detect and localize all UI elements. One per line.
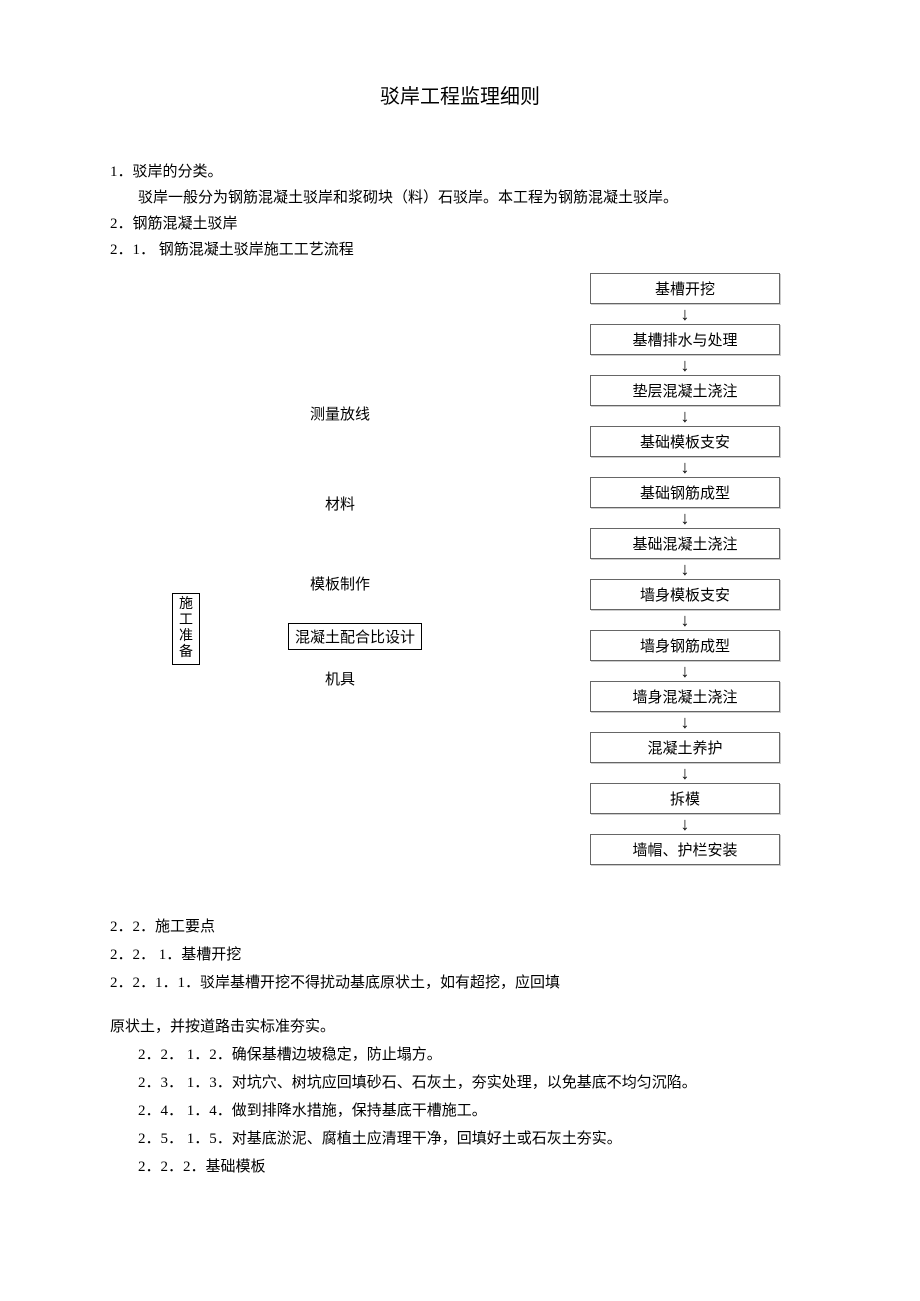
- flow-node: 基槽排水与处理: [590, 324, 780, 355]
- flow-node: 垫层混凝土浇注: [590, 375, 780, 406]
- prep-item-material: 材料: [280, 493, 400, 514]
- arrow-down-icon: ↓: [590, 457, 780, 477]
- prep-vertical-box: 施工准备: [172, 593, 200, 665]
- arrow-down-icon: ↓: [590, 406, 780, 426]
- prep-item-mixdesign: 混凝土配合比设计: [288, 623, 422, 650]
- section-2-num: 2: [110, 216, 118, 232]
- flow-node: 墙身钢筋成型: [590, 630, 780, 661]
- arrow-down-icon: ↓: [590, 763, 780, 783]
- section-1-heading: 1．驳岸的分类。: [110, 159, 810, 185]
- flow-node: 基础模板支安: [590, 426, 780, 457]
- sec-2-2-1-1-line2: 原状土，并按道路击实标准夯实。: [110, 1013, 810, 1041]
- sec-2-3-1-3: 2．3． 1．3．对坑穴、树坑应回填砂石、石灰土，夯实处理，以免基底不均匀沉陷。: [110, 1069, 810, 1097]
- flow-node: 拆模: [590, 783, 780, 814]
- section-2-2-wrap: 2．2．施工要点 2．2． 1．基槽开挖 2．2．1．1．驳岸基槽开挖不得扰动基…: [110, 913, 560, 997]
- sec-2-2-2: 2．2．2．基础模板: [110, 1153, 810, 1181]
- flow-node: 基础钢筋成型: [590, 477, 780, 508]
- sec-2-2-1-2: 2．2． 1．2．确保基槽边坡稳定，防止塌方。: [110, 1041, 810, 1069]
- section-2-1-heading: 2．1． 钢筋混凝土驳岸施工工艺流程: [110, 237, 810, 263]
- section-2-label: ．钢筋混凝土驳岸: [118, 216, 238, 232]
- prep-item-formwork: 模板制作: [280, 573, 400, 594]
- flow-node: 墙帽、护栏安装: [590, 834, 780, 865]
- flow-node: 基础混凝土浇注: [590, 528, 780, 559]
- arrow-down-icon: ↓: [590, 559, 780, 579]
- arrow-down-icon: ↓: [590, 304, 780, 324]
- sec-2-2-1-1-line1: 2．2．1．1．驳岸基槽开挖不得扰动基底原状土，如有超挖，应回填: [110, 969, 560, 997]
- flow-node: 墙身模板支安: [590, 579, 780, 610]
- arrow-down-icon: ↓: [590, 814, 780, 834]
- flowchart-area: 施工准备 测量放线 材料 模板制作 混凝土配合比设计 机具 基槽开挖 ↓ 基槽排…: [110, 273, 810, 1003]
- section-1-label: ．驳岸的分类。: [118, 164, 223, 180]
- arrow-down-icon: ↓: [590, 355, 780, 375]
- arrow-down-icon: ↓: [590, 661, 780, 681]
- lower-body: 原状土，并按道路击实标准夯实。 2．2． 1．2．确保基槽边坡稳定，防止塌方。 …: [110, 1013, 810, 1181]
- section-1-body: 驳岸一般分为钢筋混凝土驳岸和浆砌块（料）石驳岸。本工程为钢筋混凝土驳岸。: [110, 185, 810, 211]
- flow-node: 基槽开挖: [590, 273, 780, 304]
- sec-2-2-1-heading: 2．2． 1．基槽开挖: [110, 941, 560, 969]
- document-page: 驳岸工程监理细则 1．驳岸的分类。 驳岸一般分为钢筋混凝土驳岸和浆砌块（料）石驳…: [0, 0, 920, 1301]
- sec-2-2-heading: 2．2．施工要点: [110, 913, 560, 941]
- prep-item-survey: 测量放线: [280, 403, 400, 424]
- sec-2-5-1-5: 2．5． 1．5．对基底淤泥、腐植土应清理干净，回填好土或石灰土夯实。: [110, 1125, 810, 1153]
- prep-item-equipment: 机具: [280, 668, 400, 689]
- flow-node: 墙身混凝土浇注: [590, 681, 780, 712]
- flowchart-column: 基槽开挖 ↓ 基槽排水与处理 ↓ 垫层混凝土浇注 ↓ 基础模板支安 ↓ 基础钢筋…: [590, 273, 780, 865]
- flow-node: 混凝土养护: [590, 732, 780, 763]
- arrow-down-icon: ↓: [590, 508, 780, 528]
- arrow-down-icon: ↓: [590, 712, 780, 732]
- section-1-num: 1: [110, 164, 118, 180]
- sec-2-4-1-4: 2．4． 1．4．做到排降水措施，保持基底干槽施工。: [110, 1097, 810, 1125]
- section-2-heading: 2．钢筋混凝土驳岸: [110, 211, 810, 237]
- arrow-down-icon: ↓: [590, 610, 780, 630]
- page-title: 驳岸工程监理细则: [110, 80, 810, 109]
